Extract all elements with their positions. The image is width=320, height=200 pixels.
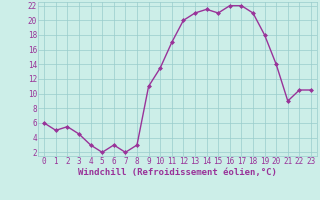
X-axis label: Windchill (Refroidissement éolien,°C): Windchill (Refroidissement éolien,°C) [78, 168, 277, 177]
